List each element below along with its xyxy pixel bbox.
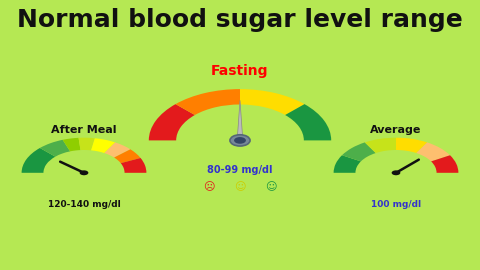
Wedge shape	[334, 155, 361, 173]
Wedge shape	[114, 149, 141, 163]
Wedge shape	[285, 104, 331, 140]
Text: 120-140 mg/dl: 120-140 mg/dl	[48, 200, 120, 209]
Wedge shape	[431, 155, 458, 173]
Wedge shape	[342, 142, 376, 161]
Text: 80-99 mg/dl: 80-99 mg/dl	[207, 165, 273, 175]
Wedge shape	[149, 104, 195, 140]
Text: ☺: ☺	[234, 182, 246, 192]
Circle shape	[230, 135, 250, 146]
Text: After Meal: After Meal	[51, 125, 117, 135]
Wedge shape	[22, 148, 55, 173]
Wedge shape	[79, 138, 95, 150]
Text: 100 mg/dl: 100 mg/dl	[371, 200, 421, 209]
Circle shape	[392, 170, 400, 175]
Wedge shape	[396, 138, 427, 153]
Text: Fasting: Fasting	[211, 65, 269, 78]
Wedge shape	[416, 142, 450, 161]
Polygon shape	[237, 100, 243, 140]
Wedge shape	[176, 89, 240, 115]
Wedge shape	[104, 142, 131, 157]
Text: Normal blood sugar level range: Normal blood sugar level range	[17, 8, 463, 32]
Wedge shape	[240, 89, 304, 115]
Wedge shape	[91, 138, 115, 153]
Circle shape	[80, 170, 88, 175]
Text: Average: Average	[370, 125, 422, 135]
Wedge shape	[40, 140, 70, 157]
Text: ☹: ☹	[203, 182, 215, 192]
Wedge shape	[365, 138, 396, 153]
Text: ☺: ☺	[265, 182, 277, 192]
Wedge shape	[121, 158, 146, 173]
Wedge shape	[63, 138, 81, 151]
Circle shape	[234, 137, 246, 144]
